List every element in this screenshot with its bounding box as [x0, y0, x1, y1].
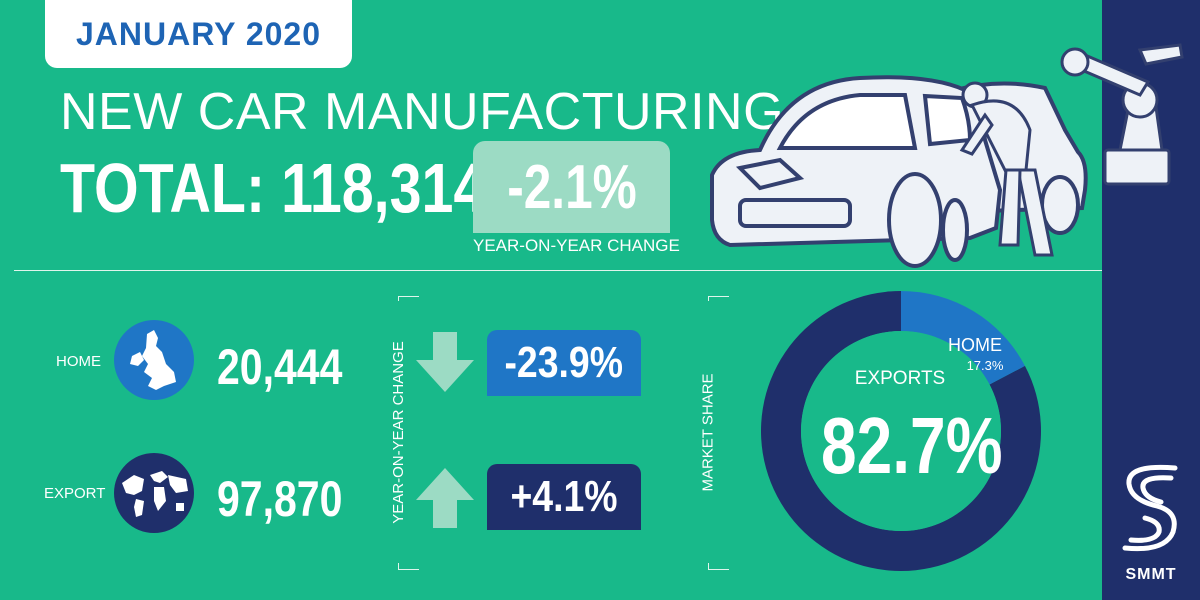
export-label: EXPORT — [44, 485, 106, 502]
home-label: HOME — [56, 353, 101, 370]
smmt-logo-icon — [1122, 464, 1178, 552]
market-share-label: MARKET SHARE — [699, 372, 717, 492]
total-line: TOTAL: 118,314 — [60, 148, 485, 228]
export-change-box: +4.1% — [487, 464, 641, 530]
worker-icon — [959, 81, 1054, 257]
yoy-axis-label-wrap: YEAR-ON-YEAR CHANGE — [378, 301, 418, 563]
home-share-label: HOME — [948, 335, 1002, 355]
export-change-value: +4.1% — [510, 472, 618, 521]
page-title: NEW CAR MANUFACTURING — [60, 83, 785, 141]
yoy-axis-label: YEAR-ON-YEAR CHANGE — [389, 340, 407, 524]
market-share-donut — [761, 291, 1041, 571]
yoy-value: -2.1% — [506, 152, 637, 222]
arrow-down-icon — [416, 332, 474, 392]
robot-arm-icon — [1060, 43, 1184, 186]
section-divider — [14, 270, 1102, 271]
yoy-box: -2.1% — [473, 141, 670, 233]
exports-share-value: 82.7% — [821, 401, 1003, 490]
smmt-logo-text: SMMT — [1125, 566, 1177, 583]
arrow-up-icon — [416, 468, 474, 528]
donut-hole — [801, 331, 1001, 531]
market-share-label-wrap: MARKET SHARE — [688, 301, 728, 563]
home-change-value: -23.9% — [504, 338, 624, 387]
home-change-box: -23.9% — [487, 330, 641, 396]
donut-slice-home — [901, 291, 1025, 385]
export-value: 97,870 — [217, 471, 343, 527]
home-value: 20,444 — [217, 339, 343, 395]
total-value: 118,314 — [281, 149, 486, 227]
date-badge: JANUARY 2020 — [45, 0, 352, 68]
front-car-icon — [710, 75, 1003, 268]
total-label: TOTAL: — [60, 149, 266, 227]
world-map-icon — [114, 453, 194, 533]
uk-map-icon — [114, 320, 194, 400]
yoy-label: YEAR-ON-YEAR CHANGE — [473, 236, 680, 255]
home-share-value: 17.3% — [966, 358, 1004, 373]
exports-label: EXPORTS — [854, 368, 946, 389]
car-factory-illustration — [710, 43, 1184, 268]
